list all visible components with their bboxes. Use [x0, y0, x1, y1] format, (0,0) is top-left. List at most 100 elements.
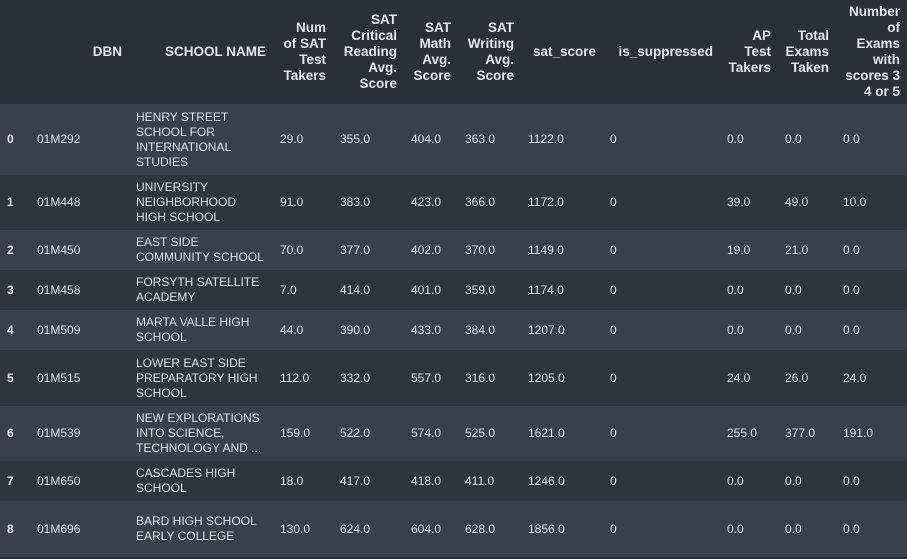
cell-sat-math: 402.0 [411, 242, 442, 257]
cell-sat-score: 1172.0 [528, 195, 564, 209]
cell-sat-writing: 370.0 [465, 242, 496, 257]
cell-sat-writing: 363.0 [465, 132, 496, 146]
cell-school-name: EAST SIDE COMMUNITY SCHOOL [136, 235, 264, 264]
table-row: 4 01M509 MARTA VALLE HIGH SCHOOL 44.0 39… [0, 310, 907, 350]
cell-school-name: BARD HIGH SCHOOL EARLY COLLEGE [136, 514, 257, 543]
cell-is-suppressed: 0 [610, 242, 617, 257]
cell-ap-test-takers: 0.0 [727, 521, 744, 536]
column-header-sat-critical-reading: SAT Critical Reading Avg. Score [343, 12, 397, 91]
cell-dbn: 01M515 [37, 370, 81, 385]
cell-sat-score: 1621.0 [528, 426, 565, 440]
cell-is-suppressed: 0 [610, 370, 617, 385]
cell-ap-test-takers: 0.0 [727, 132, 744, 146]
cell-school-name: NEW EXPLORATIONS INTO SCIENCE, TECHNOLOG… [136, 411, 262, 455]
row-index: 0 [7, 132, 14, 146]
column-header-index [0, 0, 30, 104]
cell-sat-score: 1122.0 [528, 132, 564, 146]
row-index: 2 [7, 242, 14, 257]
row-index: 6 [7, 426, 14, 440]
table-header-row: DBN SCHOOL NAME Num of SAT Test Takers S… [0, 0, 907, 104]
cell-ap-test-takers: 39.0 [727, 195, 751, 209]
cell-is-suppressed: 0 [610, 132, 617, 146]
cell-total-exams-taken: 0.0 [785, 521, 802, 536]
column-header-sat-math: SAT Math Avg. Score [413, 20, 451, 83]
cell-is-suppressed: 0 [610, 426, 617, 440]
column-header-sat-score: sat_score [532, 44, 596, 59]
cell-sat-critical-reading: 390.0 [340, 322, 371, 337]
cell-exams-scores-3-4-5: 24.0 [843, 370, 867, 385]
cell-ap-test-takers: 24.0 [727, 370, 751, 385]
cell-exams-scores-3-4-5: 191.0 [843, 426, 874, 440]
row-index: 8 [7, 521, 14, 536]
row-index: 1 [7, 195, 14, 209]
table-row: 2 01M450 EAST SIDE COMMUNITY SCHOOL 70.0… [0, 230, 907, 270]
cell-sat-math: 418.0 [411, 473, 442, 488]
cell-ap-test-takers: 0.0 [727, 282, 744, 297]
cell-num-sat-test-takers: 29.0 [280, 132, 304, 146]
cell-sat-writing: 525.0 [465, 426, 496, 440]
column-header-sat-writing: SAT Writing Avg. Score [467, 20, 514, 83]
cell-dbn: 01M292 [37, 132, 81, 146]
cell-sat-score: 1856.0 [528, 521, 565, 536]
table-row: 8 01M696 BARD HIGH SCHOOL EARLY COLLEGE … [0, 501, 907, 557]
cell-num-sat-test-takers: 91.0 [280, 195, 304, 209]
cell-total-exams-taken: 21.0 [785, 242, 809, 257]
cell-sat-critical-reading: 522.0 [340, 426, 371, 440]
cell-sat-math: 433.0 [411, 322, 442, 337]
cell-total-exams-taken: 49.0 [785, 195, 809, 209]
cell-total-exams-taken: 0.0 [785, 282, 802, 297]
column-header-school-name: SCHOOL NAME [164, 44, 266, 59]
cell-sat-writing: 628.0 [465, 521, 496, 536]
cell-dbn: 01M458 [37, 282, 81, 297]
column-header-ap-test-takers: AP Test Takers [728, 28, 771, 75]
cell-total-exams-taken: 0.0 [785, 132, 802, 146]
table-row: 3 01M458 FORSYTH SATELLITE ACADEMY 7.0 4… [0, 270, 907, 310]
column-header-dbn: DBN [92, 44, 122, 59]
cell-sat-math: 404.0 [411, 132, 442, 146]
cell-sat-writing: 359.0 [465, 282, 496, 297]
cell-sat-critical-reading: 332.0 [340, 370, 371, 385]
cell-sat-score: 1149.0 [528, 242, 564, 257]
row-index: 3 [7, 282, 14, 297]
cell-dbn: 01M509 [37, 322, 81, 337]
table-row: 6 01M539 NEW EXPLORATIONS INTO SCIENCE, … [0, 406, 907, 461]
cell-exams-scores-3-4-5: 0.0 [843, 473, 860, 488]
cell-exams-scores-3-4-5: 0.0 [843, 132, 860, 146]
cell-ap-test-takers: 255.0 [727, 426, 758, 440]
cell-total-exams-taken: 377.0 [785, 426, 816, 440]
cell-sat-math: 574.0 [411, 426, 442, 440]
cell-sat-critical-reading: 624.0 [340, 521, 371, 536]
cell-num-sat-test-takers: 70.0 [280, 242, 304, 257]
cell-dbn: 01M696 [37, 521, 81, 536]
cell-sat-math: 557.0 [411, 370, 442, 385]
cell-is-suppressed: 0 [610, 322, 617, 337]
table-row: 5 01M515 LOWER EAST SIDE PREPARATORY HIG… [0, 350, 907, 406]
cell-num-sat-test-takers: 7.0 [280, 282, 297, 297]
cell-dbn: 01M448 [37, 195, 81, 209]
cell-total-exams-taken: 0.0 [785, 473, 802, 488]
column-header-exams-scores-3-4-5: Number of Exams with scores 3 4 or 5 [845, 4, 900, 99]
cell-school-name: LOWER EAST SIDE PREPARATORY HIGH SCHOOL [136, 355, 258, 400]
table-body: 0 01M292 HENRY STREET SCHOOL FOR INTERNA… [0, 104, 907, 557]
cell-school-name: UNIVERSITY NEIGHBORHOOD HIGH SCHOOL [136, 180, 237, 224]
cell-ap-test-takers: 19.0 [727, 242, 751, 257]
cell-dbn: 01M539 [37, 426, 81, 440]
cell-sat-writing: 366.0 [465, 195, 496, 209]
cell-sat-writing: 411.0 [465, 473, 495, 488]
cell-dbn: 01M650 [37, 473, 81, 488]
cell-exams-scores-3-4-5: 0.0 [843, 242, 860, 257]
cell-sat-math: 423.0 [411, 195, 442, 209]
cell-is-suppressed: 0 [610, 282, 617, 297]
cell-is-suppressed: 0 [610, 521, 617, 536]
cell-exams-scores-3-4-5: 0.0 [843, 282, 860, 297]
cell-sat-score: 1174.0 [528, 282, 564, 297]
cell-sat-critical-reading: 377.0 [340, 242, 371, 257]
column-header-is-suppressed: is_suppressed [618, 44, 713, 59]
cell-sat-critical-reading: 355.0 [340, 132, 371, 146]
cell-sat-score: 1205.0 [528, 370, 565, 385]
cell-ap-test-takers: 0.0 [727, 322, 744, 337]
cell-ap-test-takers: 0.0 [727, 473, 744, 488]
cell-sat-writing: 384.0 [465, 322, 496, 337]
cell-exams-scores-3-4-5: 10.0 [843, 195, 867, 209]
